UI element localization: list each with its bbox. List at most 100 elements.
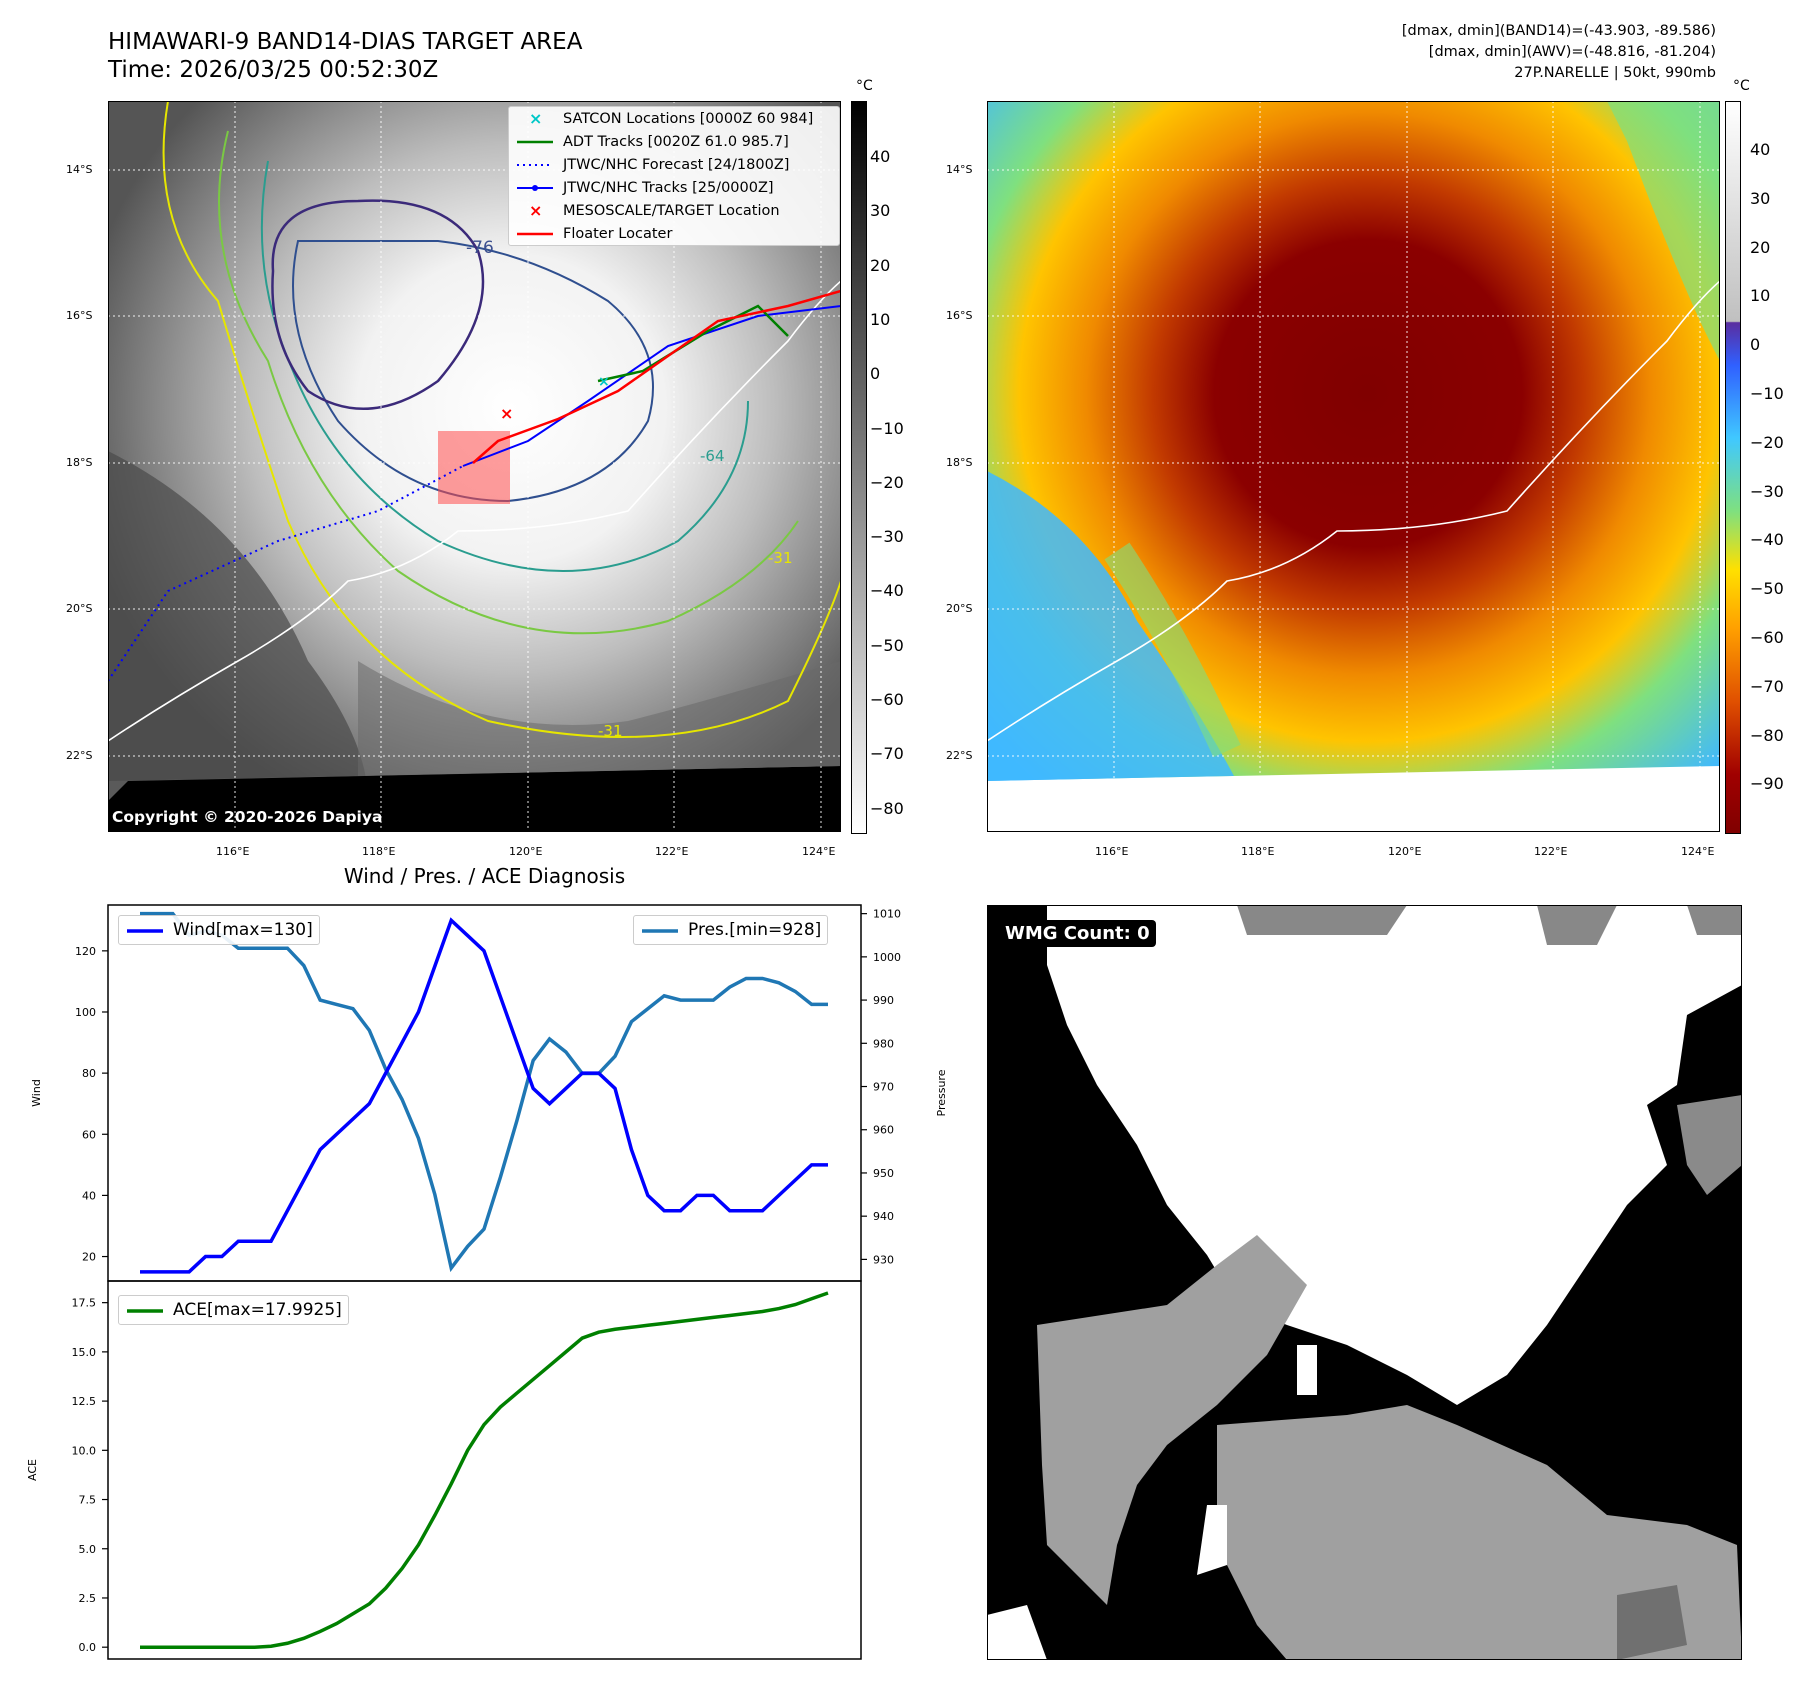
axis-tick-label: 100 [75,1006,96,1019]
contour-label: -64 [700,447,725,465]
coastline [108,280,841,742]
pressure-axis-label: Pressure [935,1069,948,1116]
colorbar-tick: −30 [1750,481,1784,501]
awv-map-panel [987,101,1720,832]
lon-label: 120°E [1388,845,1422,858]
map-legend: × SATCON Locations [0000Z 60 984] ADT Tr… [508,106,840,246]
lat-label: 14°S [66,163,93,176]
colorbar-tick: −80 [1750,725,1784,745]
axis-tick-label: 15.0 [72,1346,97,1359]
axis-tick-label: 5.0 [79,1543,97,1556]
colorbar-tick: 40 [870,147,891,166]
lat-label: 18°S [946,456,973,469]
pressure-legend-label: Pres.[min=928] [688,920,822,940]
axis-tick-label: 12.5 [72,1395,97,1408]
colorbar-unit: °C [856,78,873,94]
pressure-series-line [140,911,828,1273]
colorbar-tick: −10 [1750,384,1784,403]
lon-label: 120°E [509,845,543,858]
colorbar-tick: −10 [870,418,904,438]
contour-label: -31 [768,549,793,567]
colorbar-tick: 40 [1750,140,1771,159]
ace-axes [107,1280,862,1660]
wind-axis-label: Wind [30,1079,43,1107]
colorbar-tick: −40 [870,581,904,601]
legend-item-jtwc-track: JTWC/NHC Tracks [25/0000Z] [509,176,839,199]
colorbar-tick: −60 [870,690,904,709]
colorbar-tick: −70 [1750,676,1784,696]
axis-tick-label: 980 [873,1037,894,1050]
target-area-box [438,431,510,504]
contour-purple [271,199,485,411]
contour-label: -76 [466,238,494,258]
colorbar-tick: 10 [1750,286,1771,306]
colorbar-tick: 10 [870,309,891,329]
wind-legend: Wind[max=130] [118,915,320,945]
axis-tick-label: 60 [82,1128,96,1141]
colorbar-tick: −50 [870,635,904,655]
jtwc-forecast-track [108,465,464,682]
ace-axis-label: ACE [26,1459,39,1481]
floater-locater-track [472,289,841,464]
axis-tick-label: 1000 [873,951,901,964]
axis-tick-label: 10.0 [72,1444,97,1457]
lat-label: 22°S [946,749,973,762]
adt-track [597,304,789,383]
legend-item-adt: ADT Tracks [0020Z 61.0 985.7] [517,133,789,150]
clear-sky-region [108,451,368,781]
colorbar-tick: −70 [870,744,904,764]
satcon-marker: × [598,374,610,390]
graticule [987,101,1720,832]
axis-tick-label: 120 [75,945,96,958]
colorbar-tick: 20 [1750,237,1771,257]
colorbar-tick: 0 [1750,335,1761,355]
lon-label: 118°E [1241,845,1275,858]
ace-series-line [140,1291,829,1649]
legend-item-target: × MESOSCALE/TARGET Location [529,201,780,220]
lon-label: 124°E [802,845,836,858]
axis-tick-label: 940 [873,1210,894,1223]
wmg-map [987,905,1742,1660]
lat-label: 14°S [946,163,973,176]
colorbar-tick: −30 [870,527,904,547]
ace-legend-label: ACE[max=17.9925] [173,1300,342,1320]
lat-label: 18°S [66,456,93,469]
wind-series-line [140,917,828,1274]
axis-tick-label: 2.5 [79,1592,97,1605]
lat-label: 16°S [946,309,973,322]
wmg-white-region [1047,905,1742,1405]
axis-tick-label: 990 [873,994,894,1007]
dry-air-region [987,471,1247,781]
colorbar-tick: −80 [870,798,904,818]
colorbar-tick: −60 [1750,628,1784,647]
info-band14: [dmax, dmin](BAND14)=(-43.903, -89.586) [1401,23,1716,39]
colorbar-tick: −20 [1750,432,1784,452]
band14-colorbar [851,101,867,834]
lon-label: 122°E [655,845,689,858]
contour-label: -31 [598,722,623,740]
axis-tick-label: 7.5 [79,1494,97,1507]
awv-colorbar [1725,101,1741,834]
info-awv: [dmax, dmin](AWV)=(-48.816, -81.204) [1428,44,1716,60]
figure-title-line1: HIMAWARI-9 BAND14-DIAS TARGET AREA [108,29,583,55]
colorbar-tick: 30 [1750,188,1771,208]
lon-label: 118°E [362,845,396,858]
lat-label: 22°S [66,749,93,762]
coastline [987,280,1720,742]
wmg-count-badge: WMG Count: 0 [999,920,1156,947]
colorbar-unit: °C [1733,78,1750,94]
axis-tick-label: 960 [873,1124,894,1137]
ace-legend: ACE[max=17.9925] [118,1295,349,1325]
wmg-gray-region [1037,1235,1307,1605]
lon-label: 116°E [1095,845,1129,858]
colorbar-tick: 20 [870,255,891,275]
axis-tick-label: 930 [873,1253,894,1266]
copyright-text: Copyright © 2020-2026 Dapiya [112,808,383,826]
contour-lightgreen [218,130,799,635]
axis-tick-label: 80 [82,1067,96,1080]
legend-item-floater: Floater Locater [517,225,673,242]
svg-text:×: × [529,201,542,220]
band14-map-panel: × × -76 -64 -31 -31 Copyright © 2020-202… [108,101,841,832]
pressure-legend: Pres.[min=928] [633,915,829,945]
axis-tick-label: 40 [82,1189,96,1202]
